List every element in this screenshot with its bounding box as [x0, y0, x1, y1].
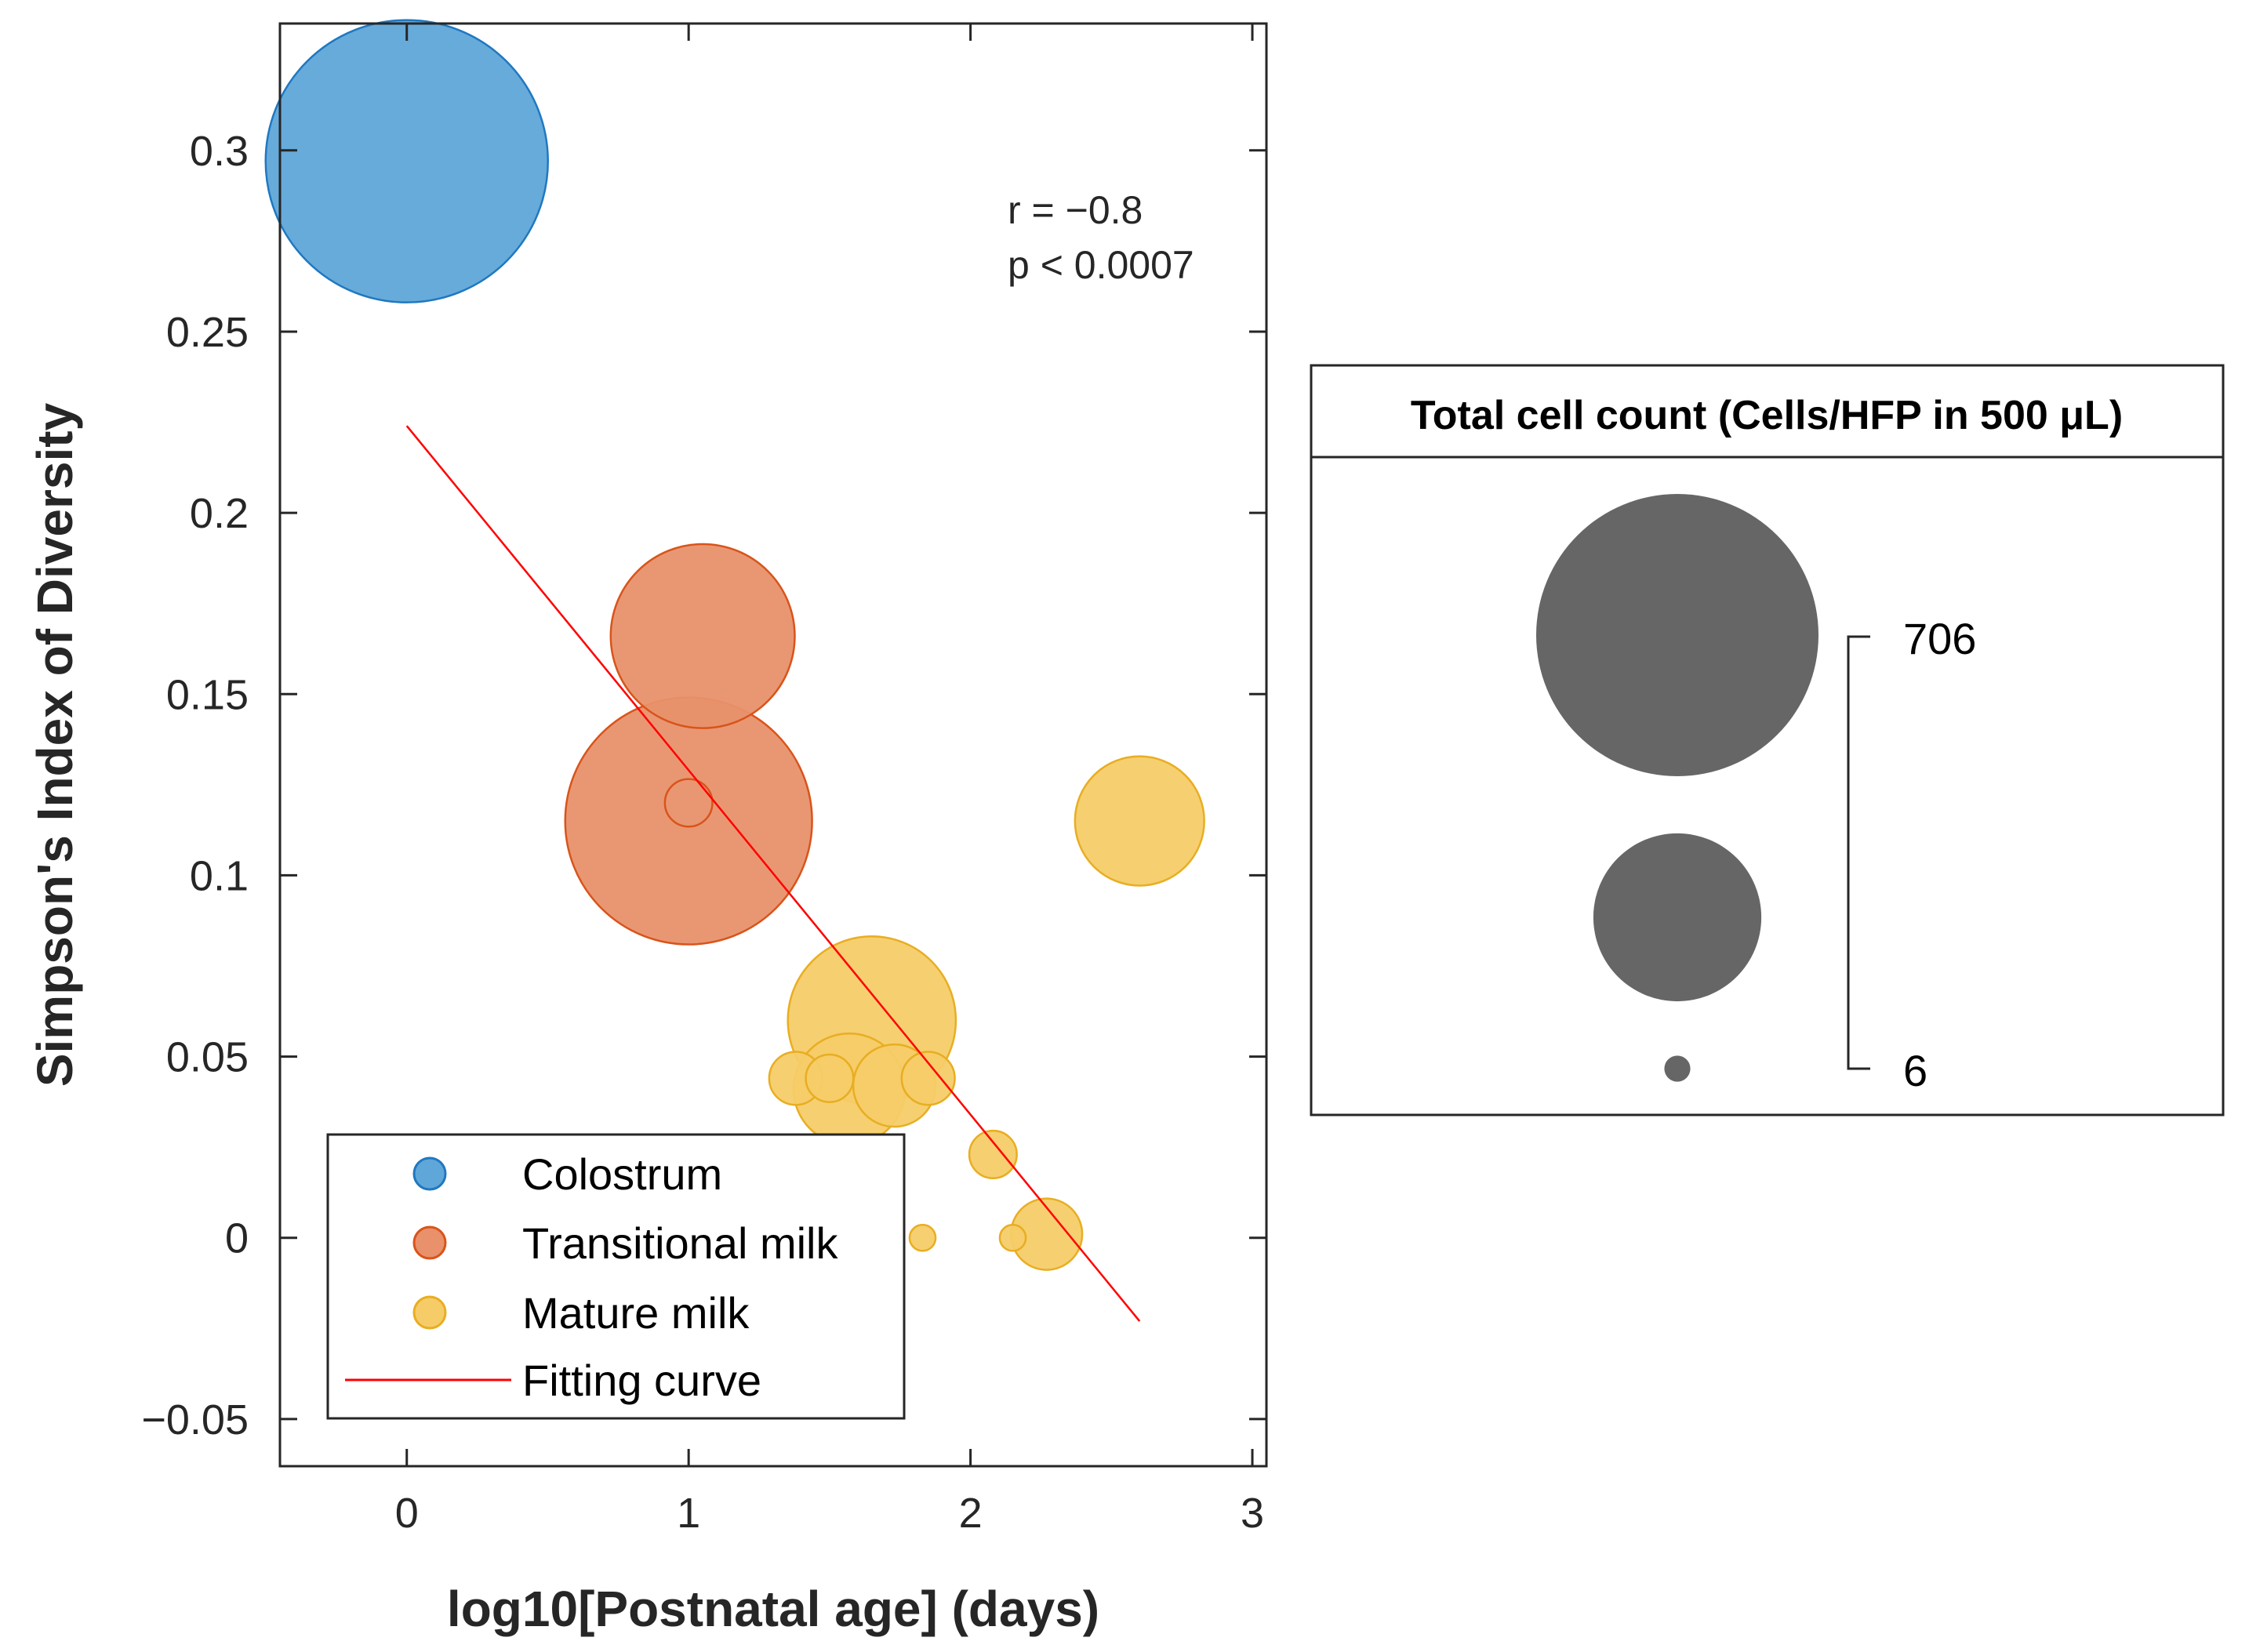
x-tick-label: 3	[1241, 1490, 1264, 1537]
bubble-mature-6	[900, 1051, 956, 1106]
x-tick-label: 2	[959, 1490, 983, 1537]
y-tick-label: 0.1	[190, 852, 249, 899]
legend-marker-mature-milk	[412, 1295, 447, 1330]
size-legend-circle-min	[1664, 1055, 1691, 1082]
size-legend-min-label: 6	[1903, 1046, 1927, 1095]
bubble-transitional-2	[663, 778, 714, 828]
axis-ticks: 0 1 2 3 −0.05 0 0.05 0.1 0.15 0.2 0.25 0.3	[141, 24, 1266, 1537]
bubble-layer	[264, 19, 1205, 1271]
x-axis-title: log10[Postnatal age] (days)	[447, 1581, 1099, 1637]
size-legend-bracket	[1847, 635, 1870, 1070]
x-tick-label: 1	[677, 1490, 700, 1537]
legend-label-fitting-curve: Fitting curve	[522, 1356, 761, 1405]
x-tick-label: 0	[395, 1490, 419, 1537]
legend-label-colostrum: Colostrum	[522, 1149, 722, 1199]
legend-marker-transitional-milk	[412, 1225, 447, 1260]
bubble-mature-9	[998, 1223, 1027, 1252]
size-legend-title: Total cell count (Cells/HFP in 500 μL)	[1411, 393, 2123, 438]
size-legend-circle-mid	[1593, 833, 1762, 1002]
bubble-mature-7	[968, 1129, 1018, 1179]
bubble-colostrum-0	[264, 19, 549, 303]
bubble-mature-3	[805, 1053, 855, 1103]
y-axis-title: Simpson's Index of Diversity	[27, 402, 83, 1087]
y-tick-label: 0.3	[190, 128, 249, 175]
bubble-transitional-0	[609, 543, 796, 729]
y-tick-label: −0.05	[141, 1396, 249, 1443]
legend-label-transitional-milk: Transitional milk	[522, 1218, 838, 1268]
plot-frame	[278, 22, 1268, 1468]
legend-label-mature-milk: Mature milk	[522, 1288, 750, 1338]
fitting-curve-line	[405, 425, 1141, 1322]
y-tick-label: 0.25	[166, 309, 249, 356]
y-tick-label: 0.2	[190, 490, 249, 537]
y-tick-label: 0.05	[166, 1034, 249, 1081]
bubble-mature-0	[1074, 755, 1205, 887]
size-legend: Total cell count (Cells/HFP in 500 μL) 7…	[1310, 364, 2225, 1116]
y-tick-label: 0.15	[166, 671, 249, 718]
legend-marker-colostrum	[412, 1156, 447, 1191]
bubble-mature-8	[908, 1223, 937, 1252]
r-annotation: r = −0.8	[1008, 188, 1143, 232]
size-legend-max-label: 706	[1903, 614, 1976, 663]
size-legend-circle-max	[1536, 494, 1818, 776]
p-annotation: p < 0.0007	[1008, 243, 1194, 287]
legend: Colostrum Transitional milk Mature milk …	[326, 1133, 906, 1420]
y-tick-label: 0	[225, 1215, 249, 1262]
bubble-transitional-1	[564, 696, 813, 946]
